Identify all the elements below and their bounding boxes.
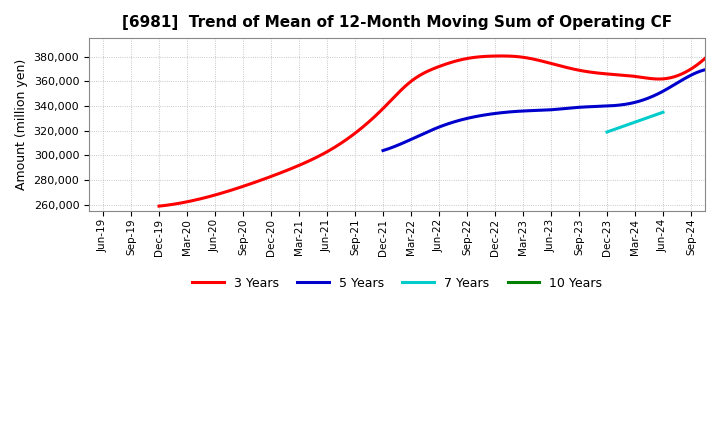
Legend: 3 Years, 5 Years, 7 Years, 10 Years: 3 Years, 5 Years, 7 Years, 10 Years <box>187 272 607 295</box>
Y-axis label: Amount (million yen): Amount (million yen) <box>15 59 28 190</box>
Title: [6981]  Trend of Mean of 12-Month Moving Sum of Operating CF: [6981] Trend of Mean of 12-Month Moving … <box>122 15 672 30</box>
